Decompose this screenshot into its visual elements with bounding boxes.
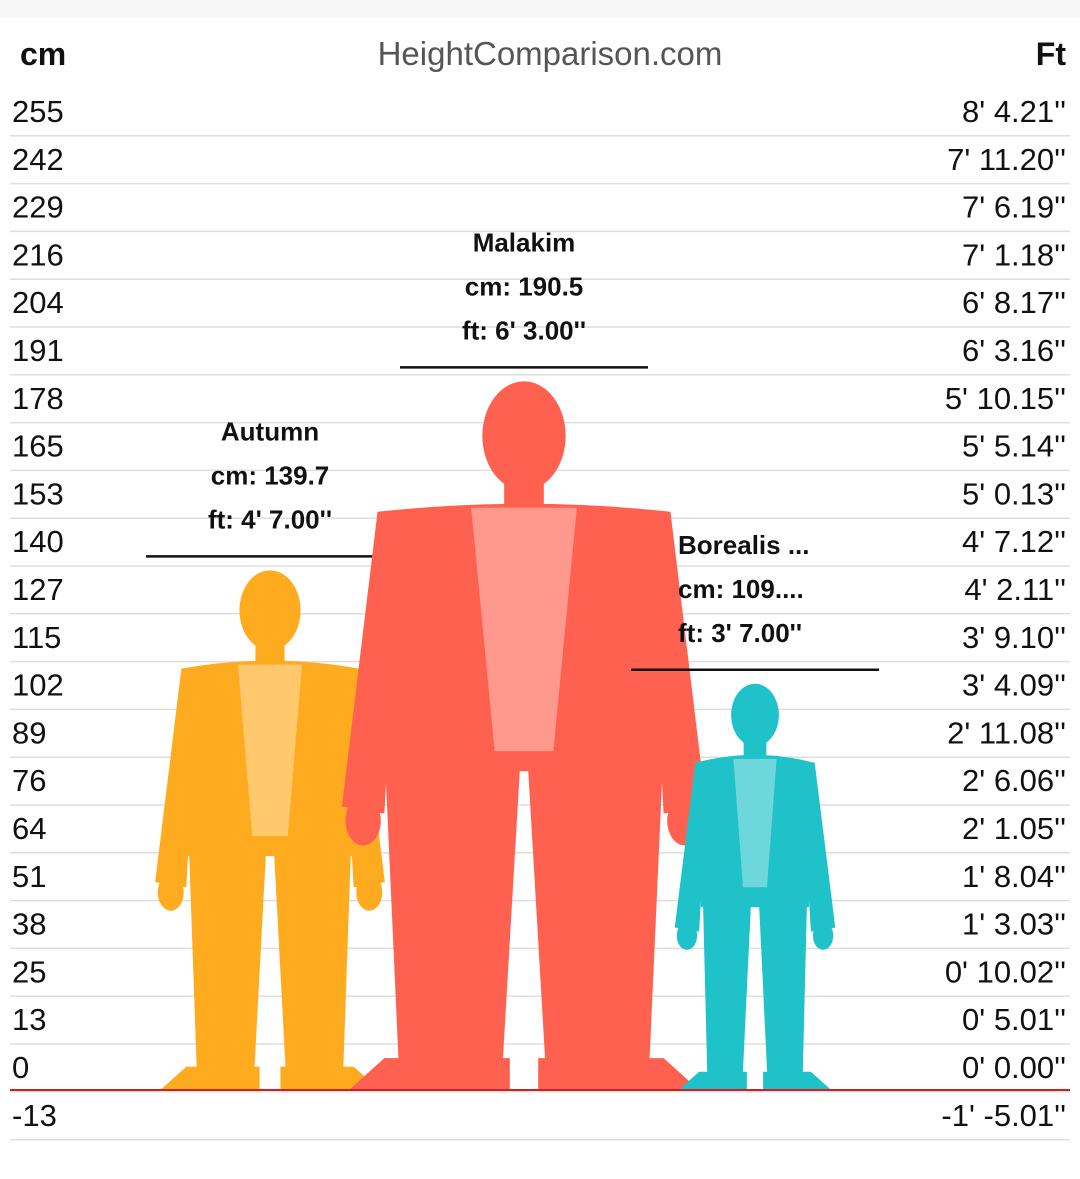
person-ft-label: ft: 6' 3.00'': [462, 315, 586, 345]
ft-tick-label: 2' 11.08'': [947, 715, 1066, 750]
ft-tick-label: 5' 10.15'': [945, 381, 1066, 416]
cm-tick-label: 76: [12, 763, 46, 798]
cm-tick-label: 0: [12, 1050, 29, 1085]
top-status-strip: [0, 0, 1080, 18]
cm-tick-label: 229: [12, 190, 64, 225]
cm-tick-label: 178: [12, 381, 64, 416]
cm-tick-label: 165: [12, 429, 64, 464]
cm-tick-label: 153: [12, 476, 64, 511]
ft-tick-label: 5' 5.14'': [962, 429, 1066, 464]
cm-tick-label: 115: [12, 620, 61, 655]
ft-unit-header: Ft: [1035, 36, 1066, 72]
cm-tick-label: 102: [12, 668, 64, 703]
cm-tick-label: -13: [12, 1098, 57, 1133]
person-silhouette-3: [674, 683, 836, 1090]
cm-tick-label: 127: [12, 572, 64, 607]
ft-tick-label: 2' 1.05'': [962, 811, 1066, 846]
person-cm-label: cm: 139.7: [211, 460, 330, 490]
ft-tick-label: 2' 6.06'': [962, 763, 1066, 798]
ft-tick-label: 1' 3.03'': [962, 907, 1066, 942]
ft-tick-label: -1' -5.01'': [941, 1098, 1066, 1133]
cm-tick-label: 242: [12, 142, 64, 177]
cm-tick-label: 216: [12, 237, 64, 272]
person-name-label: Borealis ...: [678, 530, 810, 560]
cm-unit-header: cm: [20, 36, 67, 72]
person-cm-label: cm: 190.5: [465, 271, 584, 301]
person-name-label: Autumn: [221, 416, 319, 446]
cm-tick-label: 140: [12, 524, 64, 559]
ft-tick-label: 0' 5.01'': [962, 1002, 1066, 1037]
cm-tick-label: 38: [12, 907, 46, 942]
cm-tick-label: 204: [12, 285, 64, 320]
ft-tick-label: 0' 0.00'': [962, 1050, 1066, 1085]
cm-tick-label: 64: [12, 811, 46, 846]
ft-tick-label: 0' 10.02'': [945, 954, 1066, 989]
ft-tick-label: 7' 6.19'': [962, 190, 1066, 225]
ft-tick-label: 6' 8.17'': [962, 285, 1066, 320]
ft-tick-label: 3' 4.09'': [962, 668, 1066, 703]
ft-tick-label: 3' 9.10'': [962, 620, 1066, 655]
ft-tick-label: 4' 2.11'': [964, 572, 1066, 607]
ft-tick-label: 7' 11.20'': [947, 142, 1066, 177]
ft-tick-label: 1' 8.04'': [962, 859, 1066, 894]
ft-tick-label: 7' 1.18'': [962, 237, 1066, 272]
ft-tick-label: 6' 3.16'': [962, 333, 1066, 368]
cm-tick-label: 13: [12, 1002, 46, 1037]
ft-tick-label: 5' 0.13'': [962, 476, 1066, 511]
site-title: HeightComparison.com: [377, 35, 723, 72]
cm-tick-label: 89: [12, 715, 46, 750]
person-ft-label: ft: 4' 7.00'': [208, 504, 332, 534]
person-cm-label: cm: 109....: [678, 574, 804, 604]
person-name-label: Malakim: [473, 227, 576, 257]
person-silhouette-2: [341, 381, 707, 1090]
ft-tick-label: 4' 7.12'': [962, 524, 1066, 559]
person-ft-label: ft: 3' 7.00'': [678, 618, 802, 648]
cm-tick-label: 191: [12, 333, 64, 368]
cm-tick-label: 25: [12, 954, 46, 989]
cm-tick-label: 255: [12, 94, 64, 129]
ft-tick-label: 8' 4.21'': [962, 94, 1066, 129]
cm-tick-label: 51: [12, 859, 46, 894]
